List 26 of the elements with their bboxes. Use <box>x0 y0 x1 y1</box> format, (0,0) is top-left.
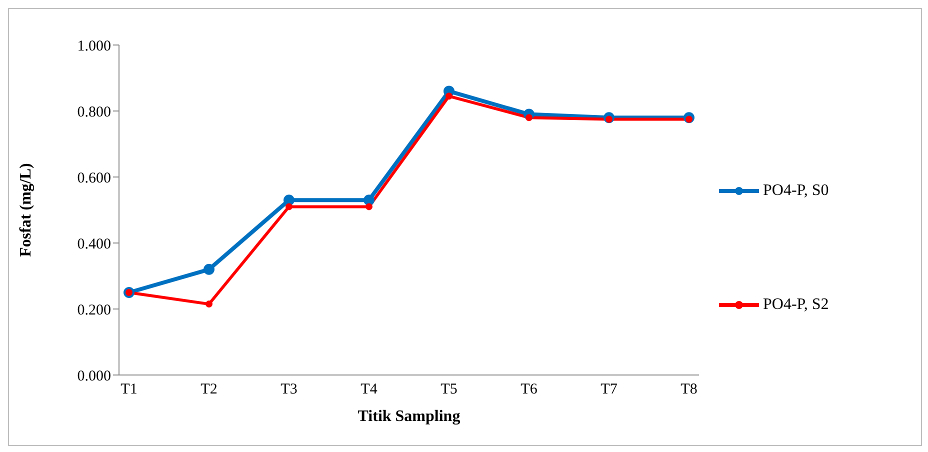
x-tick-label: T2 <box>200 382 218 398</box>
x-tick-label: T6 <box>520 382 538 398</box>
y-tick-label: 0.800 <box>77 104 111 120</box>
x-tick-label: T8 <box>680 382 698 398</box>
y-tick-label: 0.000 <box>77 368 111 384</box>
point <box>206 300 212 308</box>
point <box>286 203 292 210</box>
x-axis-title: Titik Sampling <box>358 408 460 425</box>
x-tick-label: T1 <box>120 382 138 398</box>
y-tick-label: 0.200 <box>77 302 111 318</box>
legend-label: PO4-P, S2 <box>763 296 829 314</box>
x-tick-label: T5 <box>440 382 458 398</box>
x-tick-label: T7 <box>600 382 618 398</box>
point <box>204 264 214 275</box>
point <box>446 92 452 100</box>
point <box>526 114 532 122</box>
y-tick-label: 1.000 <box>77 38 111 54</box>
y-axis-title: Fosfat (mg/L) <box>18 163 35 257</box>
y-tick-label: 0.600 <box>77 170 111 186</box>
point <box>364 194 374 206</box>
x-tick-label: T3 <box>280 382 298 398</box>
legend-label: PO4-P, S0 <box>763 182 829 200</box>
point <box>366 203 372 210</box>
x-tick-label: T4 <box>360 382 378 398</box>
point <box>284 194 294 206</box>
y-tick-label: 0.400 <box>77 236 111 252</box>
